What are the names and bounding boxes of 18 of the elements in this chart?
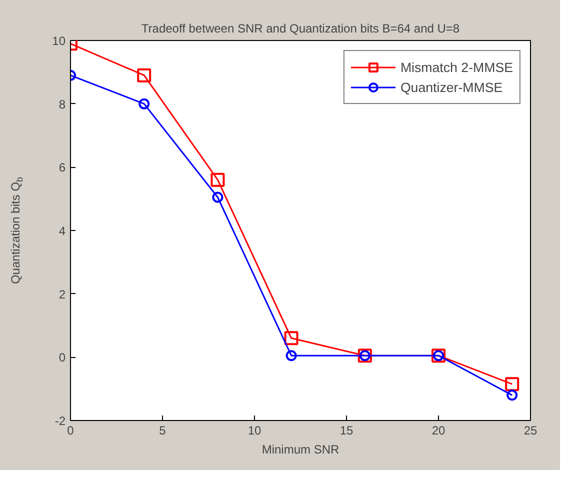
chart-title: Tradeoff between SNR and Quantization bits B=64 and U=8	[141, 22, 460, 36]
x-tick-label: 25	[524, 424, 538, 438]
x-tick-label: 0	[67, 424, 74, 438]
x-tick-label: 15	[340, 424, 354, 438]
legend-label: Quantizer-MMSE	[400, 80, 503, 94]
y-tick-label: 0	[58, 350, 66, 365]
y-tick-label: 8	[58, 97, 66, 112]
x-axis-title: Minimum SNR	[262, 442, 340, 456]
legend-label: Mismatch 2-MMSE	[400, 60, 513, 74]
x-tick-label: 5	[159, 424, 166, 438]
y-tick-label: 2	[58, 287, 66, 302]
y-axis-title: Quantization bits Qb	[8, 176, 24, 284]
x-tick-label: 20	[432, 424, 446, 438]
y-tick-label: -2	[54, 414, 66, 428]
y-tick-label: 4	[58, 224, 66, 238]
x-tick-label: 10	[248, 424, 262, 438]
y-tick-label: 10	[52, 34, 66, 48]
y-tick-label: 6	[58, 160, 66, 175]
